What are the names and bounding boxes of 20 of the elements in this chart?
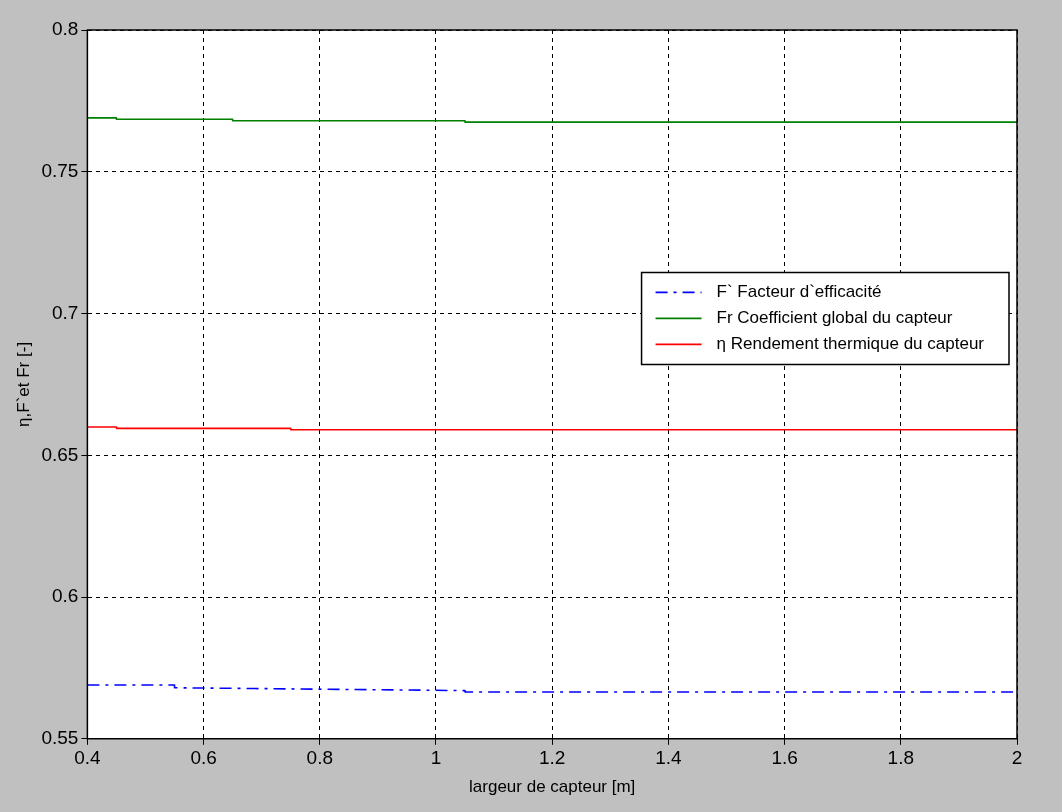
y-tick-label: 0.75	[41, 159, 79, 181]
x-tick-label: 1.8	[887, 747, 915, 769]
legend-label: Fr Coefficient global du capteur	[716, 308, 953, 328]
x-tick-label: 0.8	[306, 747, 333, 769]
x-tick-label: 1.6	[771, 747, 798, 769]
y-tick-label: 0.65	[41, 443, 79, 465]
y-axis-title: η,F`et Fr [-]	[13, 341, 33, 427]
x-tick-label: 0.6	[190, 747, 217, 769]
legend-label: η Rendement thermique du capteur	[716, 334, 985, 354]
y-tick-label: 0.8	[51, 18, 79, 40]
x-axis-title: largeur de capteur [m]	[469, 777, 636, 797]
x-tick-label: 1.4	[655, 747, 683, 769]
x-tick-label: 1.2	[538, 747, 566, 769]
y-tick-label: 0.6	[51, 585, 79, 607]
x-tick-label: 0.4	[74, 747, 102, 769]
y-tick-label: 0.55	[41, 727, 79, 749]
legend-label: F` Facteur d`efficacité	[716, 282, 882, 302]
y-tick-label: 0.7	[51, 301, 79, 323]
x-tick-label: 2	[1011, 747, 1023, 769]
x-tick-label: 1	[430, 747, 442, 769]
